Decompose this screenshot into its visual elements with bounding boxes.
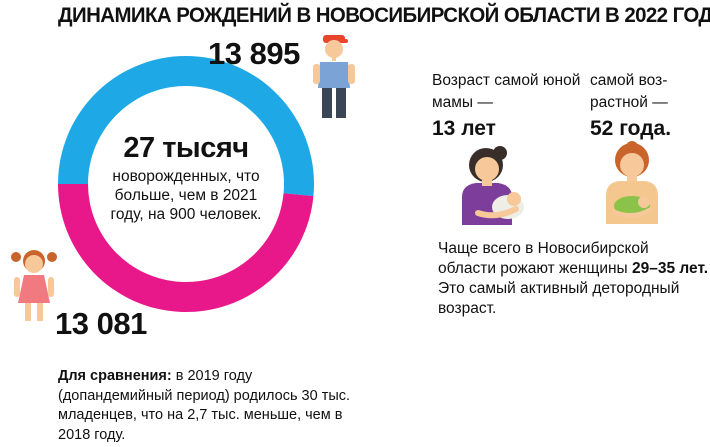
older-mother-icon [606, 141, 658, 224]
boy-icon [313, 35, 355, 118]
page-title: ДИНАМИКА РОЖДЕНИЙ В НОВОСИБИРСКОЙ ОБЛАСТ… [58, 3, 710, 27]
donut-slice-girls [58, 184, 314, 313]
girls-count-label: 13 081 [55, 306, 147, 341]
young-mother-icon [462, 146, 524, 225]
age-info-text: Чаще всего в Новосибирской области рожаю… [438, 239, 708, 319]
comparison-body: в 2019 году (допандемийный период) родил… [58, 368, 351, 443]
youngest-mother-label: Возраст самой юной мамы — [432, 72, 581, 111]
boys-count-label: 13 895 [208, 36, 300, 71]
total-births-text: новорожденных, что больше, чем в 2021 го… [110, 168, 262, 223]
age-info-text-before: Чаще всего в Новосибирской области рожаю… [438, 240, 649, 277]
youngest-mother-age: 13 лет [432, 117, 496, 140]
oldest-mother-age: 52 года. [590, 117, 672, 140]
comparison-bold: Для сравнения: [58, 368, 172, 384]
donut-slice-boys [58, 56, 314, 197]
age-info-text-after: Это самый активный детородный возраст. [438, 280, 680, 317]
oldest-mother-label: самой воз-растной — [590, 72, 668, 111]
oldest-mother-block: самой воз-растной — 52 года. [590, 70, 705, 144]
age-info-bold: 29–35 лет. [632, 260, 709, 277]
girl-icon [11, 250, 57, 321]
comparison-text: Для сравнения: в 2019 году (допандемийны… [58, 367, 358, 445]
total-births-value: 27 тысяч [123, 132, 249, 164]
youngest-mother-block: Возраст самой юной мамы — 13 лет [432, 70, 582, 144]
